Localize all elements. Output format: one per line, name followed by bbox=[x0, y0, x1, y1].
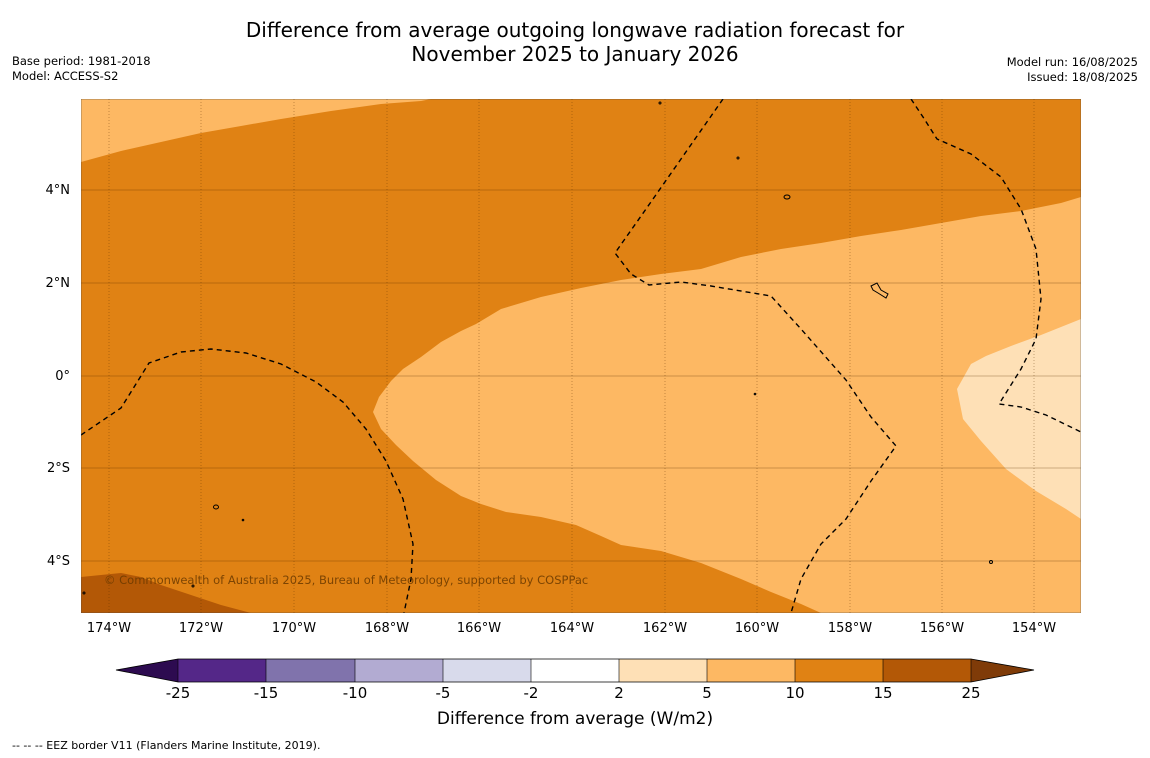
colorbar-tick-4: -5 bbox=[435, 684, 451, 702]
lon-label-164w: 164°W bbox=[549, 621, 595, 636]
colorbar-title: Difference from average (W/m2) bbox=[436, 709, 714, 729]
lat-label-4n: 4°N bbox=[45, 183, 71, 198]
colorbar-swatch-4 bbox=[443, 659, 531, 682]
base-period: Base period: 1981-2018 bbox=[12, 54, 151, 68]
colorbar-swatch-7 bbox=[707, 659, 795, 682]
band-2-5-east bbox=[957, 319, 1081, 519]
lat-label-2n: 2°N bbox=[45, 276, 71, 291]
colorbar-tick-2: -15 bbox=[253, 684, 279, 702]
colorbar-extend-low bbox=[116, 659, 178, 682]
colorbar-tick-10: 25 bbox=[961, 684, 981, 702]
model-name: Model: ACCESS-S2 bbox=[12, 69, 119, 83]
colorbar-tick-6: 2 bbox=[614, 684, 624, 702]
metadata-left: Base period: 1981-2018 Model: ACCESS-S2 bbox=[12, 54, 151, 84]
colorbar-swatch-6 bbox=[619, 659, 707, 682]
lon-label-154w: 154°W bbox=[1011, 621, 1057, 636]
colorbar-swatch-2 bbox=[266, 659, 355, 682]
lon-label-174w: 174°W bbox=[86, 621, 132, 636]
band-5-10-north bbox=[81, 99, 431, 162]
colorbar-tick-1: -25 bbox=[165, 684, 191, 702]
band-5-10-central bbox=[373, 197, 1081, 613]
colorbar-tick-8: 10 bbox=[785, 684, 805, 702]
island-outlines bbox=[82, 101, 993, 595]
lon-label-156w: 156°W bbox=[919, 621, 965, 636]
eez-legend-note: -- -- -- EEZ border V11 (Flanders Marine… bbox=[12, 739, 321, 752]
lon-label-158w: 158°W bbox=[827, 621, 873, 636]
title-line-1: Difference from average outgoing longwav… bbox=[245, 18, 905, 42]
colorbar-swatch-9 bbox=[883, 659, 971, 682]
band-15-25-southwest bbox=[81, 573, 251, 613]
colorbar-swatch-5 bbox=[531, 659, 619, 682]
copyright-notice: © Commonwealth of Australia 2025, Bureau… bbox=[104, 573, 589, 587]
colorbar-tick-7: 5 bbox=[702, 684, 712, 702]
lat-label-4s: 4°S bbox=[46, 554, 70, 569]
lon-label-166w: 166°W bbox=[456, 621, 502, 636]
colorbar-swatch-8 bbox=[795, 659, 883, 682]
colorbar-extend-high bbox=[971, 659, 1034, 682]
map-gridlines bbox=[81, 99, 1081, 613]
lon-label-160w: 160°W bbox=[734, 621, 780, 636]
issued-date: Issued: 18/08/2025 bbox=[1027, 70, 1138, 84]
lon-label-168w: 168°W bbox=[364, 621, 410, 636]
colorbar bbox=[115, 658, 1035, 683]
olr-anomaly-map bbox=[81, 99, 1081, 613]
lon-label-170w: 170°W bbox=[271, 621, 317, 636]
lat-label-0: 0° bbox=[55, 369, 70, 384]
lat-label-2s: 2°S bbox=[46, 461, 70, 476]
lon-label-162w: 162°W bbox=[642, 621, 688, 636]
metadata-right: Model run: 16/08/2025 Issued: 18/08/2025 bbox=[1007, 55, 1138, 85]
chart-title: Difference from average outgoing longwav… bbox=[0, 18, 1150, 66]
lon-label-172w: 172°W bbox=[178, 621, 224, 636]
colorbar-swatch-1 bbox=[178, 659, 266, 682]
title-line-2: November 2025 to January 2026 bbox=[411, 42, 739, 66]
colorbar-tick-9: 15 bbox=[873, 684, 893, 702]
colorbar-swatch-3 bbox=[355, 659, 443, 682]
colorbar-tick-5: -2 bbox=[523, 684, 539, 702]
model-run: Model run: 16/08/2025 bbox=[1006, 55, 1138, 69]
eez-borders bbox=[81, 99, 1081, 613]
colorbar-tick-3: -10 bbox=[342, 684, 368, 702]
